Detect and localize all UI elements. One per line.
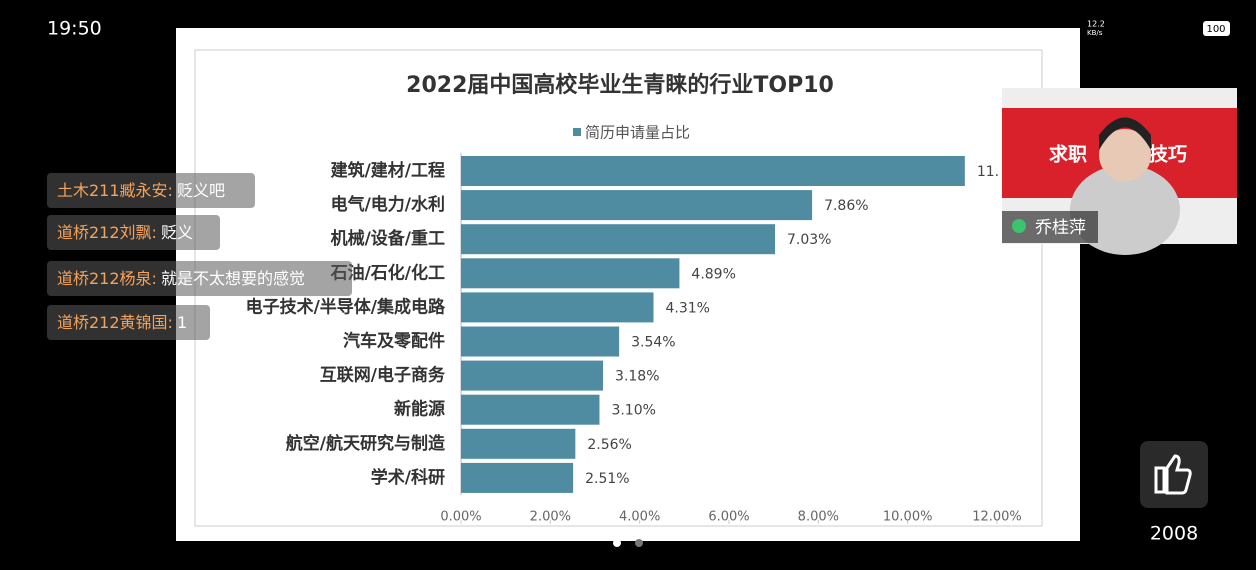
- value-label: 7.03%: [787, 232, 831, 248]
- category-label: 建筑/建材/工程: [331, 160, 445, 181]
- net-unit: KB/s: [1087, 29, 1103, 37]
- chat-user: 道桥212黄锦国:: [57, 313, 173, 332]
- battery-level: 100: [1206, 24, 1225, 35]
- like-button[interactable]: [1140, 441, 1208, 508]
- value-label: 3.18%: [615, 369, 659, 385]
- chat-message: 土木211臧永安: 贬义吧: [57, 181, 225, 200]
- category-label: 石油/石化/化工: [330, 262, 445, 283]
- category-label: 机械/设备/重工: [331, 228, 445, 249]
- banner-text: 技巧: [1149, 143, 1187, 166]
- bar: [461, 326, 620, 357]
- value-label: 3.10%: [611, 403, 655, 419]
- bar: [461, 258, 680, 289]
- bar: [461, 360, 604, 391]
- bar: [461, 190, 813, 221]
- category-label: 电气/电力/水利: [331, 194, 445, 215]
- chat-user: 道桥212刘飘:: [57, 223, 157, 242]
- chat-text: 贬义吧: [177, 181, 225, 200]
- clock: 19:50: [47, 18, 102, 40]
- legend-swatch: [573, 128, 581, 136]
- category-label: 电子技术/半导体/集成电路: [246, 296, 446, 317]
- value-label: 2.56%: [587, 437, 631, 453]
- presenter-face: [1099, 129, 1151, 181]
- category-label: 汽车及零配件: [343, 331, 445, 352]
- value-label: 4.89%: [691, 266, 735, 282]
- page-dot: [635, 539, 643, 547]
- chat-message: 道桥212杨泉: 就是不太想要的感觉: [57, 269, 305, 288]
- chat-message: 道桥212黄锦国: 1: [57, 313, 187, 332]
- category-label: 航空/航天研究与制造: [286, 433, 446, 454]
- presenter-hair: [1099, 117, 1151, 150]
- category-label: 学术/科研: [371, 467, 445, 488]
- chat-bubble: [47, 215, 220, 250]
- legend-label: 简历申请量占比: [585, 124, 690, 142]
- battery: [1203, 21, 1230, 36]
- presenter-name: 乔桂萍: [1035, 218, 1086, 238]
- category-label: 新能源: [394, 399, 445, 420]
- value-label: 7.86%: [824, 198, 868, 214]
- thumb-icon: [1154, 454, 1192, 495]
- chart: 2022届中国高校毕业生青睐的行业TOP10 简历申请量占比 0.00% 2.00% 4…: [246, 72, 1022, 525]
- category-label: 互联网/电子商务: [320, 365, 446, 386]
- bar: [461, 224, 776, 255]
- x-tick-label: 6.00%: [708, 510, 749, 525]
- value-label: 3.54%: [631, 335, 675, 351]
- chat-bubble: [47, 305, 210, 340]
- mic-icon: [1012, 219, 1026, 233]
- value-label: 2.51%: [585, 471, 629, 487]
- net-speed: 12.2: [1087, 20, 1105, 29]
- chat-message: 道桥212刘飘: 贬义: [57, 223, 193, 242]
- bar: [461, 292, 654, 323]
- x-tick-label: 0.00%: [440, 510, 481, 525]
- x-tick-label: 4.00%: [619, 510, 660, 525]
- bar: [461, 428, 576, 459]
- chat-text: 就是不太想要的感觉: [161, 269, 305, 288]
- chat-user: 土木211臧永安:: [57, 181, 173, 200]
- x-tick-label: 10.00%: [883, 510, 933, 525]
- page-dot: [613, 539, 621, 547]
- bar: [461, 156, 965, 186]
- chat-text: 1: [177, 313, 187, 332]
- bar: [461, 462, 574, 493]
- chat-text: 贬义: [161, 223, 193, 242]
- chart-title: 2022届中国高校毕业生青睐的行业TOP10: [406, 72, 834, 98]
- value-label: 4.31%: [666, 300, 710, 316]
- like-count: 2008: [1150, 523, 1198, 545]
- bar: [461, 394, 600, 425]
- banner-text: 求职: [1049, 143, 1087, 166]
- chat-bubble: [47, 173, 255, 208]
- x-tick-label: 2.00%: [530, 510, 571, 525]
- x-tick-label: 8.00%: [798, 510, 839, 525]
- x-tick-label: 12.00%: [972, 510, 1022, 525]
- chat-bubble: [47, 261, 352, 296]
- chat-user: 道桥212杨泉:: [57, 269, 157, 288]
- value-label: 11.: [977, 164, 999, 180]
